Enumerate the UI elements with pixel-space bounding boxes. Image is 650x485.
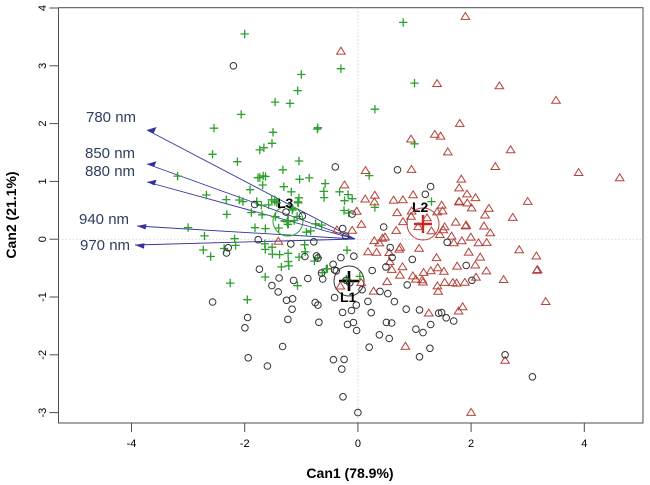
svg-text:0: 0 <box>355 438 361 450</box>
svg-text:4: 4 <box>581 438 587 450</box>
svg-text:-2: -2 <box>240 438 250 450</box>
svg-text:3: 3 <box>37 63 49 69</box>
svg-text:-1: -1 <box>37 292 49 302</box>
svg-text:0: 0 <box>37 236 49 242</box>
svg-text:780 nm: 780 nm <box>86 109 136 126</box>
svg-text:880 nm: 880 nm <box>85 163 135 180</box>
svg-text:940 nm: 940 nm <box>79 211 129 228</box>
svg-text:2: 2 <box>468 438 474 450</box>
svg-text:-3: -3 <box>37 408 49 418</box>
svg-text:Can1 (78.9%): Can1 (78.9%) <box>306 465 393 481</box>
svg-text:Can2 (21.1%): Can2 (21.1%) <box>3 171 19 258</box>
svg-text:-2: -2 <box>37 350 49 360</box>
svg-text:-4: -4 <box>127 438 137 450</box>
svg-text:1: 1 <box>37 178 49 184</box>
svg-text:850 nm: 850 nm <box>85 145 135 162</box>
svg-text:4: 4 <box>37 5 49 11</box>
svg-text:970 nm: 970 nm <box>80 237 130 254</box>
svg-text:2: 2 <box>37 121 49 127</box>
